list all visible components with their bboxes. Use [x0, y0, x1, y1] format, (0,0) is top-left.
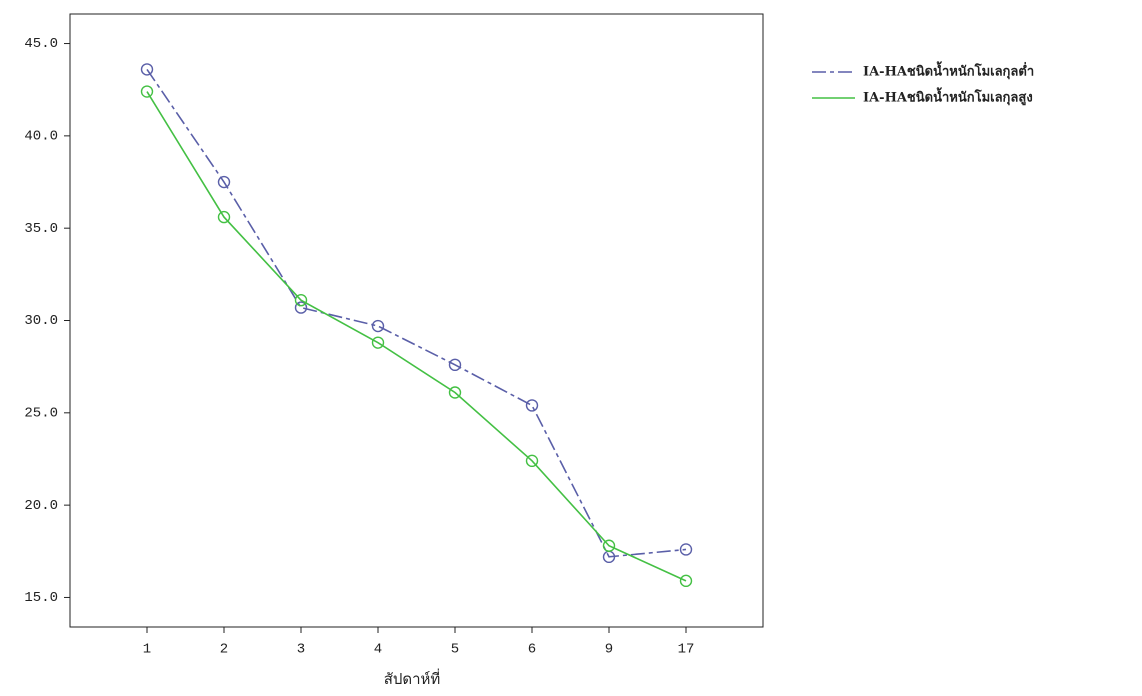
data-point: [140, 85, 154, 98]
series-line: [146, 91, 687, 582]
legend-label: IA-HAชนิดน้ำหนักโมเลกุลสูง: [863, 87, 1033, 106]
data-point: [140, 63, 154, 76]
x-tick-label: 1: [143, 642, 151, 658]
data-point: [679, 574, 693, 588]
series-line: [146, 68, 687, 558]
y-tick-label: 35.0: [24, 221, 58, 237]
x-tick-label: 6: [528, 642, 536, 658]
data-point: [525, 399, 539, 412]
data-point: [217, 210, 231, 224]
y-tick-label: 45.0: [24, 36, 58, 52]
x-axis-label: สัปดาห์ที่: [384, 668, 441, 688]
data-point: [448, 386, 462, 399]
data-point: [448, 358, 462, 372]
x-tick-label: 9: [605, 642, 613, 658]
y-tick-label: 40.0: [24, 129, 58, 145]
data-point: [602, 539, 616, 552]
y-tick-label: 25.0: [24, 406, 58, 422]
x-tick-label: 4: [374, 642, 382, 658]
data-point: [217, 175, 231, 189]
data-point: [294, 301, 308, 314]
x-tick-label: 17: [678, 642, 695, 658]
plot-frame: [69, 13, 764, 628]
data-point: [525, 454, 539, 468]
x-tick-label: 5: [451, 642, 459, 658]
x-tick-label: 2: [220, 642, 228, 658]
data-point: [371, 319, 385, 333]
data-point: [294, 293, 308, 307]
y-tick-label: 30.0: [24, 313, 58, 329]
y-tick-label: 20.0: [24, 498, 58, 514]
data-point: [679, 543, 693, 556]
x-tick-label: 3: [297, 642, 305, 658]
data-point: [371, 336, 385, 349]
y-tick-label: 15.0: [24, 590, 58, 606]
legend-label: IA-HAชนิดน้ำหนักโมเลกุลต่ำ: [863, 61, 1034, 80]
